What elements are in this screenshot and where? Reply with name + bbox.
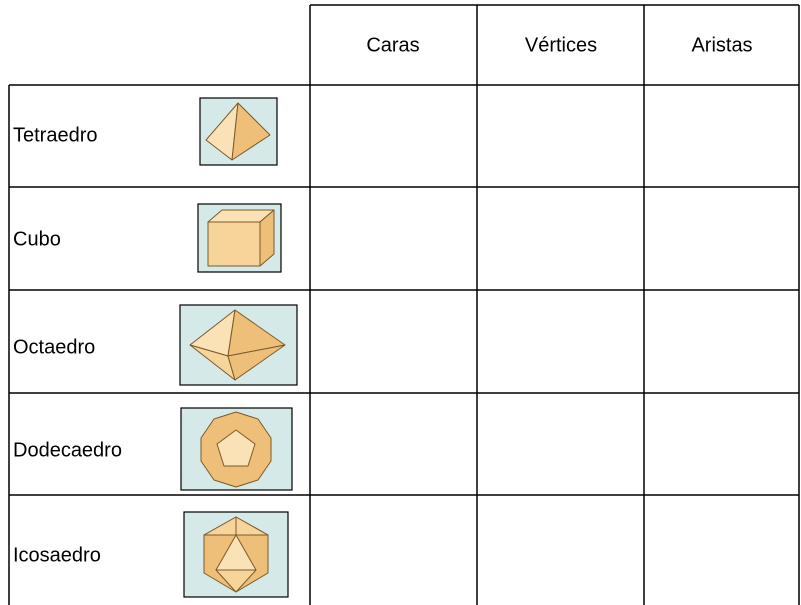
icosahedron-icon (183, 511, 289, 598)
cube-icon (197, 203, 282, 273)
row-label: Dodecaedro (13, 439, 122, 461)
column-header: Caras (366, 34, 419, 56)
table-grid (8, 4, 800, 605)
row-label: Octaedro (13, 336, 95, 358)
row-label: Icosaedro (13, 544, 101, 566)
dodecahedron-icon (180, 407, 293, 491)
column-header: Vértices (525, 34, 597, 56)
column-header: Aristas (691, 34, 752, 56)
row-label: Cubo (13, 228, 61, 250)
tetrahedron-icon (199, 97, 278, 166)
row-label: Tetraedro (13, 124, 98, 146)
octahedron-icon (179, 304, 298, 386)
